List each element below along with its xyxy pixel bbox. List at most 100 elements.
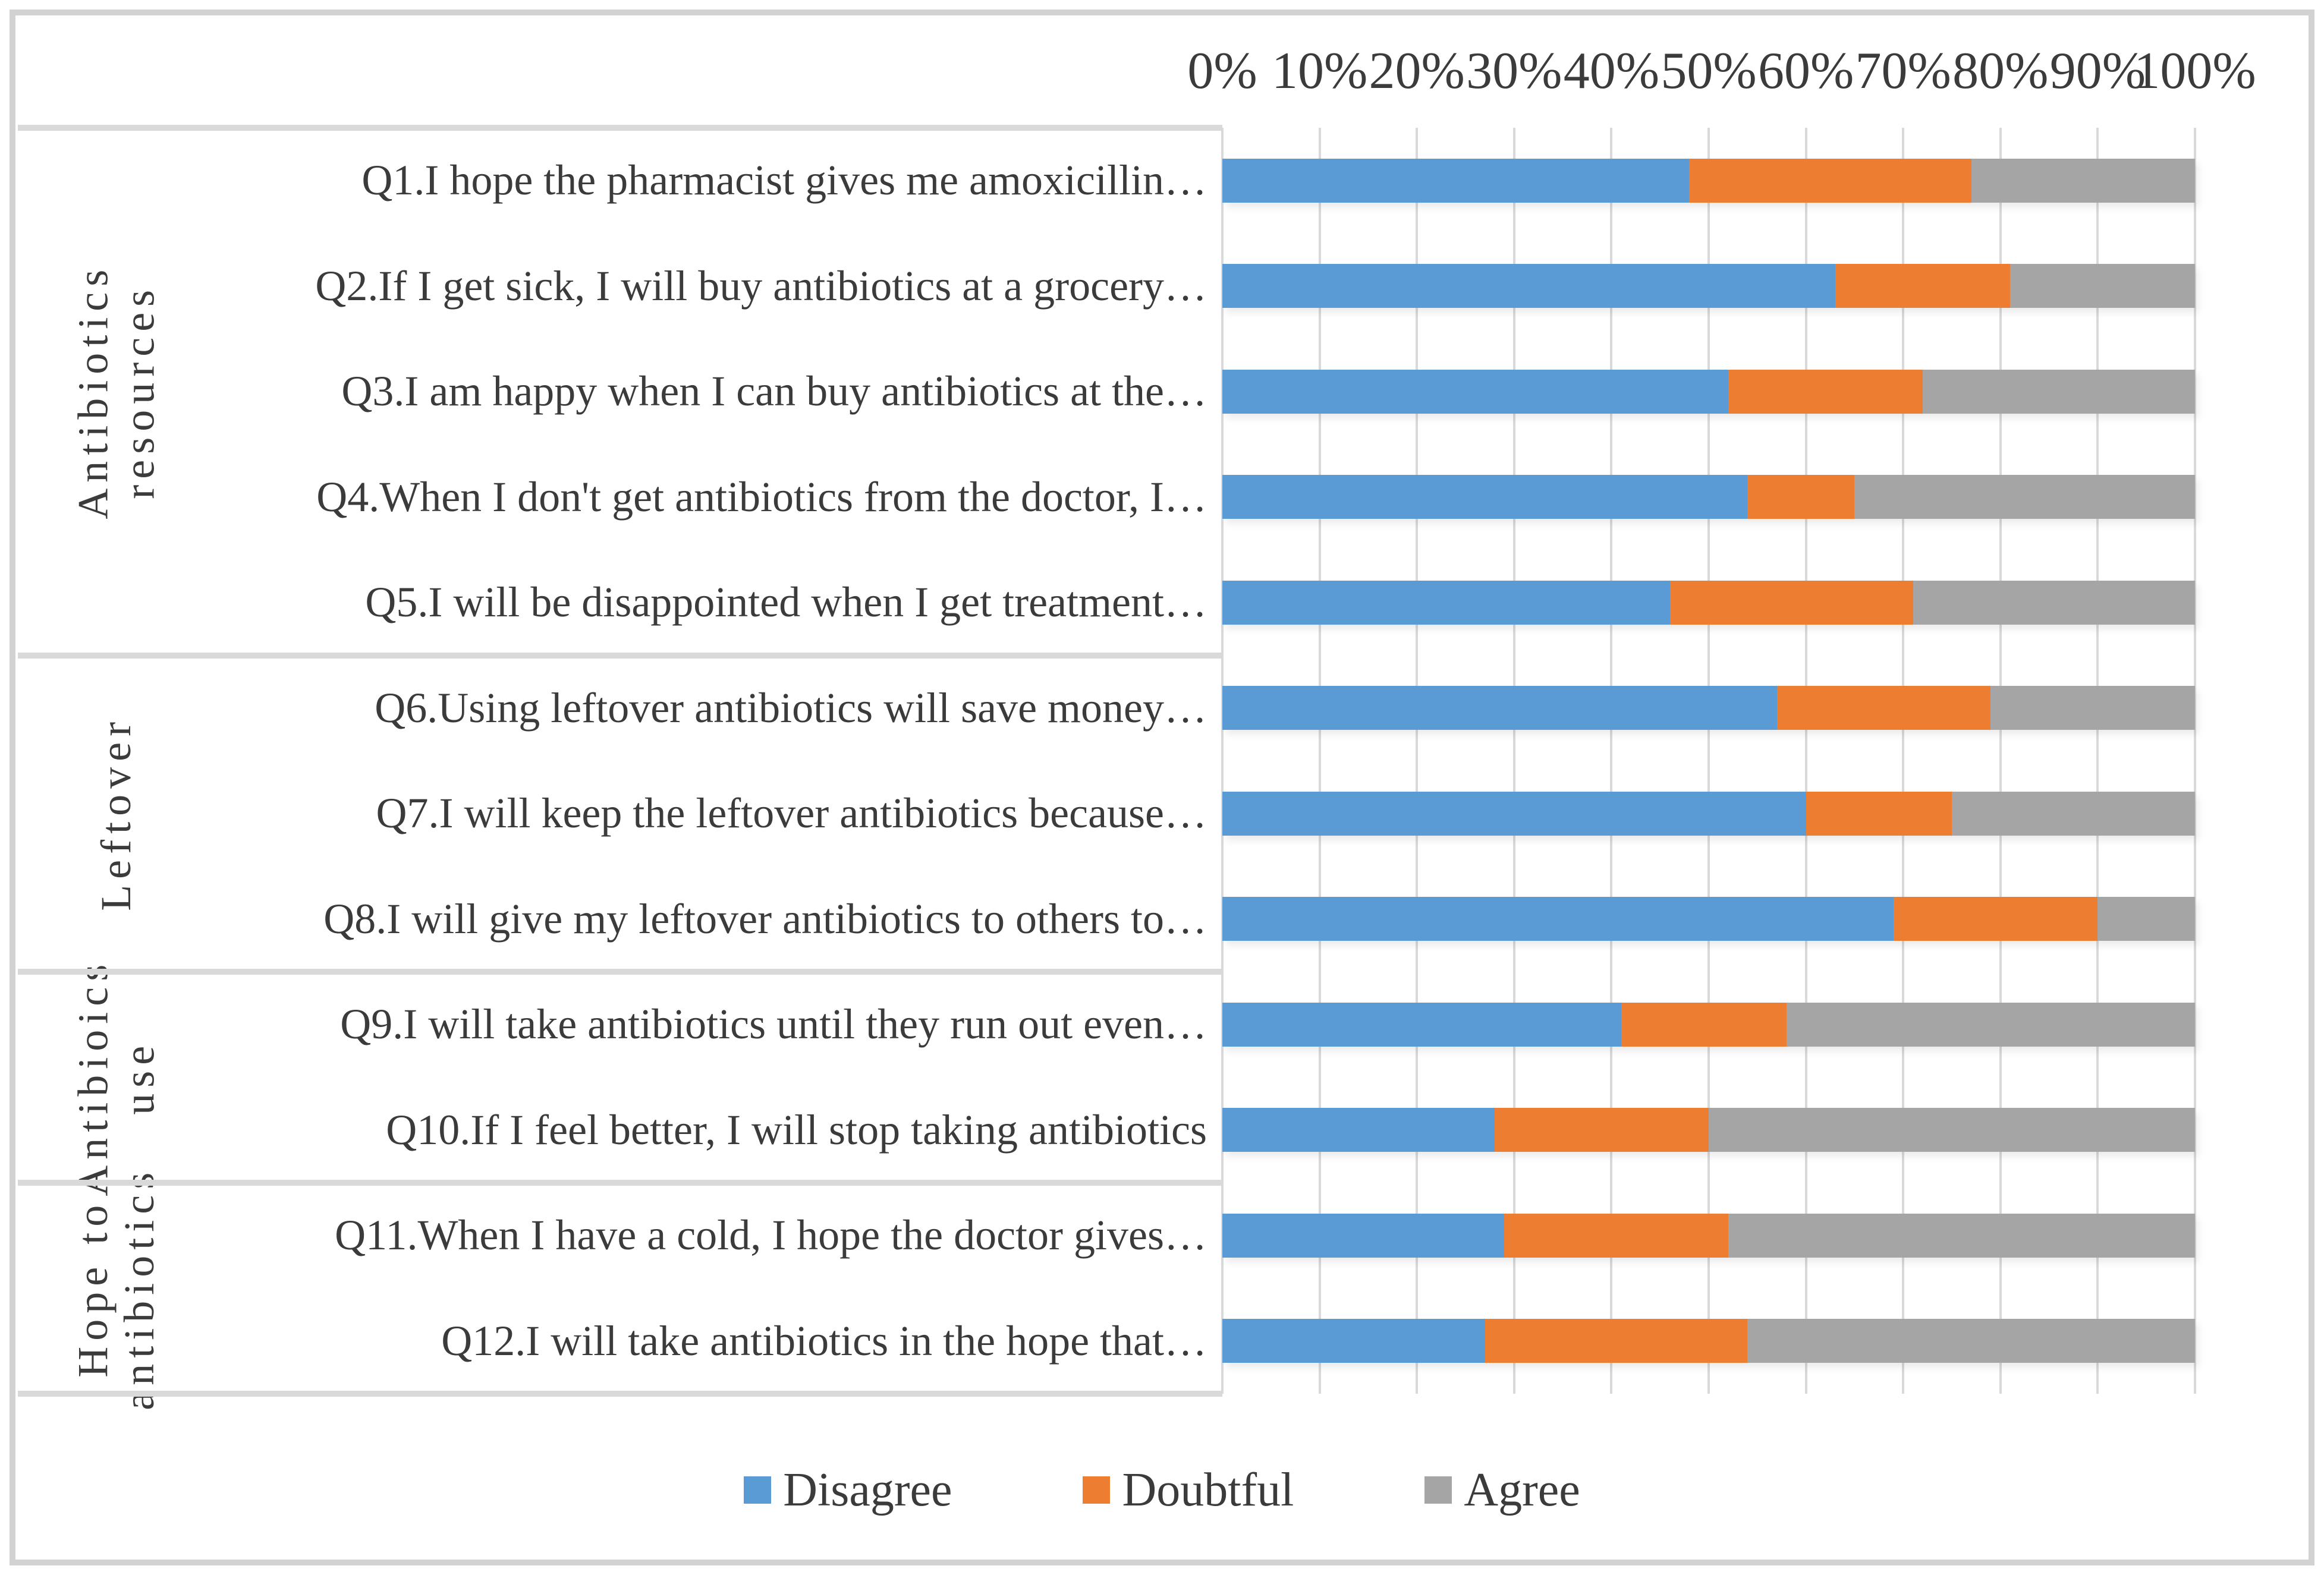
bar-segment-doubtful bbox=[1893, 897, 2098, 941]
bar-segment-agree bbox=[1728, 1213, 2195, 1258]
category-row: Q12.I will take antibiotics in the hope … bbox=[15, 1289, 2195, 1394]
bar-track bbox=[1222, 1183, 2195, 1289]
bar-track bbox=[1222, 339, 2195, 445]
bar-track bbox=[1222, 972, 2195, 1078]
x-axis-tick: 30% bbox=[1466, 42, 1562, 100]
category-row: Q11.When I have a cold, I hope the docto… bbox=[15, 1183, 2195, 1289]
bar-segment-doubtful bbox=[1776, 686, 1991, 730]
stacked-bar bbox=[1222, 791, 2195, 836]
bar-track bbox=[1222, 867, 2195, 972]
x-axis-tick: 50% bbox=[1661, 42, 1757, 100]
bar-segment-disagree bbox=[1222, 158, 1690, 203]
bar-segment-agree bbox=[1951, 791, 2195, 836]
bar-segment-agree bbox=[1786, 1002, 2195, 1047]
bar-segment-doubtful bbox=[1747, 475, 1855, 519]
gridline bbox=[1416, 128, 1419, 1394]
group-separator bbox=[18, 1391, 1222, 1397]
category-label: Q10.If I feel better, I will stop taking… bbox=[386, 1105, 1207, 1154]
x-axis-tick: 90% bbox=[2049, 42, 2146, 100]
bar-segment-disagree bbox=[1222, 791, 1806, 836]
category-row: Q5.I will be disappointed when I get tre… bbox=[15, 550, 2195, 656]
bar-segment-doubtful bbox=[1806, 791, 1952, 836]
bar-segment-doubtful bbox=[1835, 264, 2011, 308]
bar-segment-doubtful bbox=[1495, 1108, 1709, 1152]
group-label-strip: Hope to antibiotics bbox=[51, 1167, 182, 1410]
category-label: Q1.I hope the pharmacist gives me amoxic… bbox=[361, 156, 1207, 204]
bar-segment-doubtful bbox=[1485, 1319, 1748, 1363]
legend: Disagree Doubtful Agree bbox=[15, 1451, 2309, 1529]
bar-segment-agree bbox=[1971, 158, 2195, 203]
category-label: Q9.I will take antibiotics until they ru… bbox=[340, 1000, 1207, 1048]
x-axis: 0% 10% 20% 30% 40% 50% 60% 70% 80% 90% 100% bbox=[1187, 30, 2256, 125]
group-label: Antibiotics resources bbox=[69, 263, 163, 519]
gridline bbox=[1610, 128, 1613, 1394]
category-label: Q7.I will keep the leftover antibiotics … bbox=[376, 789, 1207, 837]
legend-item-disagree: Disagree bbox=[744, 1466, 952, 1514]
group-label-strip: Antibioics use bbox=[51, 959, 182, 1196]
bar-segment-disagree bbox=[1222, 580, 1670, 625]
bar-segment-agree bbox=[1854, 475, 2195, 519]
category-row: Q7.I will keep the leftover antibiotics … bbox=[15, 761, 2195, 867]
gridline bbox=[2194, 128, 2196, 1394]
bar-segment-agree bbox=[2097, 897, 2195, 941]
category-label: Q8.I will give my leftover antibiotics t… bbox=[323, 894, 1207, 943]
group-separator bbox=[18, 969, 1222, 975]
bar-segment-doubtful bbox=[1504, 1213, 1728, 1258]
category-label: Q5.I will be disappointed when I get tre… bbox=[365, 578, 1207, 626]
group-separator bbox=[18, 1180, 1222, 1186]
stacked-bar bbox=[1222, 1319, 2195, 1363]
bar-track bbox=[1222, 550, 2195, 656]
bar-segment-disagree bbox=[1222, 1319, 1485, 1363]
bar-segment-agree bbox=[1990, 686, 2195, 730]
bar-segment-disagree bbox=[1222, 1213, 1505, 1258]
category-row: Q9.I will take antibiotics until they ru… bbox=[15, 972, 2195, 1078]
gridline bbox=[1221, 128, 1224, 1394]
category-row: Q1.I hope the pharmacist gives me amoxic… bbox=[15, 128, 2195, 234]
bar-segment-disagree bbox=[1222, 1108, 1495, 1152]
bar-segment-disagree bbox=[1222, 264, 1835, 308]
category-row: Q10.If I feel better, I will stop taking… bbox=[15, 1078, 2195, 1183]
gridline bbox=[2096, 128, 2099, 1394]
legend-swatch-agree bbox=[1424, 1476, 1452, 1504]
x-axis-tick: 60% bbox=[1757, 42, 1854, 100]
bar-segment-agree bbox=[1708, 1108, 2195, 1152]
x-axis-tick: 10% bbox=[1271, 42, 1368, 100]
stacked-bar bbox=[1222, 369, 2195, 414]
bar-segment-agree bbox=[1747, 1319, 2195, 1363]
bar-track bbox=[1222, 656, 2195, 761]
legend-swatch-doubtful bbox=[1083, 1476, 1111, 1504]
gridline bbox=[1318, 128, 1321, 1394]
stacked-bar bbox=[1222, 264, 2195, 308]
stacked-bar bbox=[1222, 1108, 2195, 1152]
chart-figure: 0% 10% 20% 30% 40% 50% 60% 70% 80% 90% 100% Q1.I h… bbox=[10, 10, 2314, 1565]
gridline bbox=[1707, 128, 1710, 1394]
category-label: Q12.I will take antibiotics in the hope … bbox=[441, 1316, 1207, 1365]
stacked-bar bbox=[1222, 1213, 2195, 1258]
category-label: Q11.When I have a cold, I hope the docto… bbox=[335, 1211, 1207, 1259]
x-axis-tick: 80% bbox=[1952, 42, 2049, 100]
x-axis-tick: 20% bbox=[1369, 42, 1465, 100]
legend-item-doubtful: Doubtful bbox=[1083, 1466, 1294, 1514]
stacked-bar bbox=[1222, 686, 2195, 730]
category-row: Q2.If I get sick, I will buy antibiotics… bbox=[15, 234, 2195, 339]
bar-track bbox=[1222, 234, 2195, 339]
bar-segment-disagree bbox=[1222, 686, 1777, 730]
gridline bbox=[1999, 128, 2002, 1394]
bar-segment-agree bbox=[1913, 580, 2195, 625]
group-label-strip: Antibiotics resources bbox=[51, 128, 182, 656]
bar-track bbox=[1222, 128, 2195, 234]
group-label: Antibioics use bbox=[69, 958, 163, 1196]
bar-segment-disagree bbox=[1222, 897, 1894, 941]
bar-segment-doubtful bbox=[1728, 369, 1923, 414]
plot-grid bbox=[1221, 128, 2196, 1394]
x-axis-tick: 0% bbox=[1187, 42, 1257, 100]
legend-label: Disagree bbox=[783, 1464, 952, 1516]
legend-item-agree: Agree bbox=[1424, 1466, 1580, 1514]
bar-segment-disagree bbox=[1222, 1002, 1621, 1047]
stacked-bar bbox=[1222, 580, 2195, 625]
category-rows: Q1.I hope the pharmacist gives me amoxic… bbox=[15, 128, 2195, 1394]
gridline bbox=[1902, 128, 1905, 1394]
bar-segment-disagree bbox=[1222, 369, 1728, 414]
category-label: Q4.When I don't get antibiotics from the… bbox=[316, 472, 1207, 521]
x-axis-tick: 100% bbox=[2134, 42, 2256, 100]
